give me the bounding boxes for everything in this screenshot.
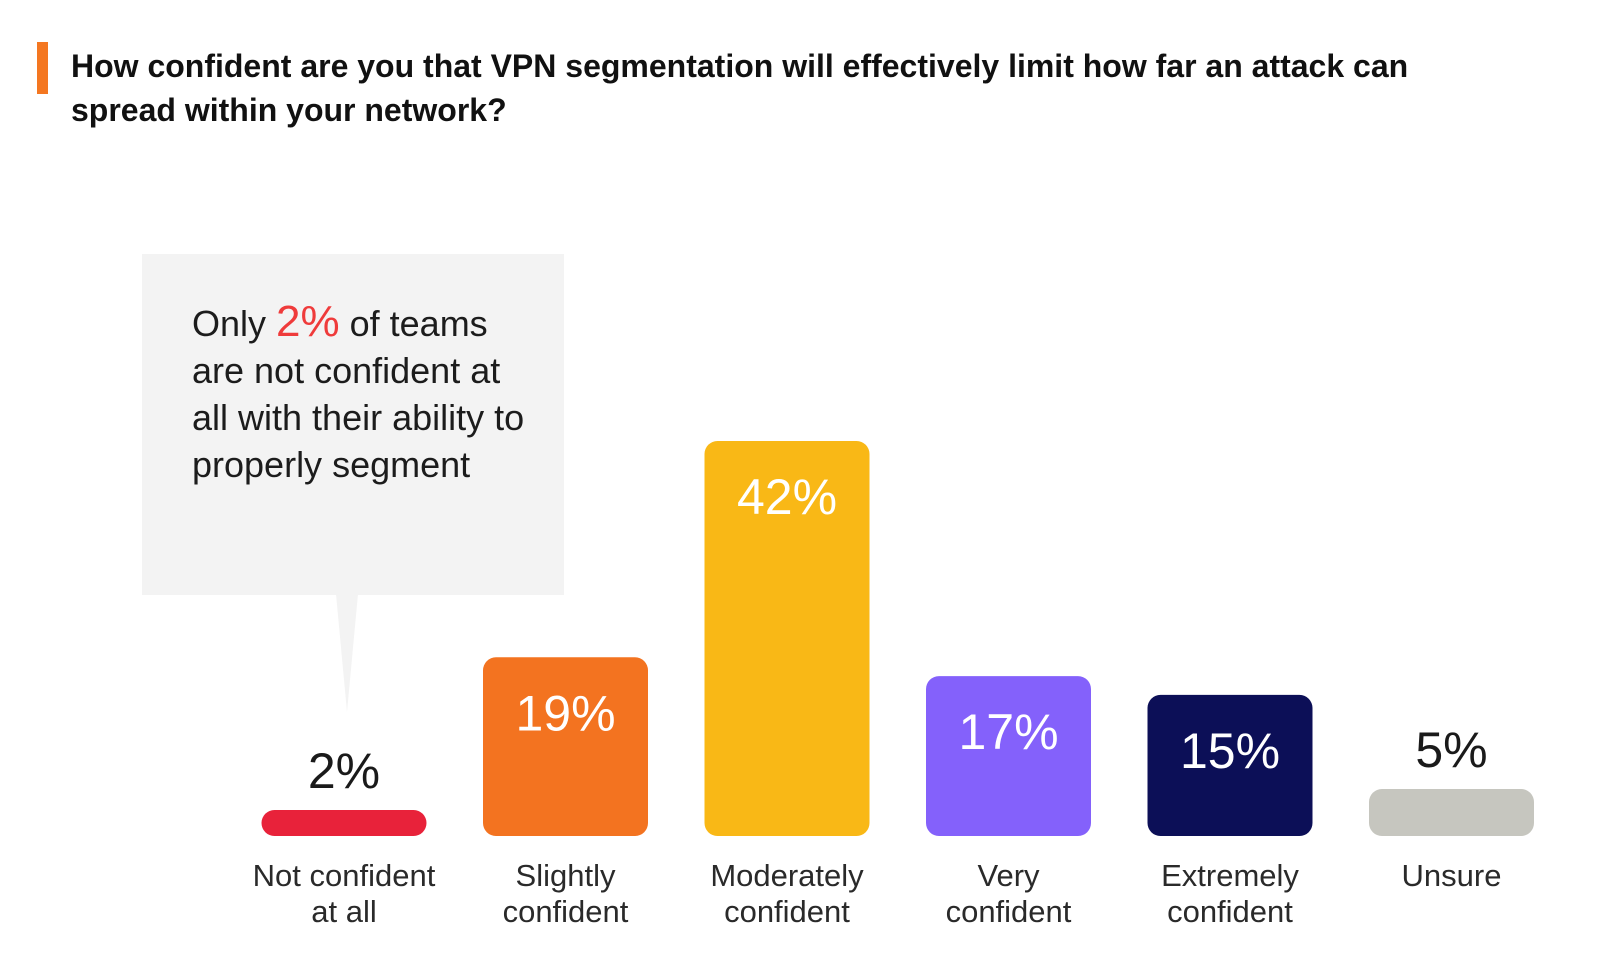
category-label-1-1: confident	[503, 894, 629, 929]
bar-0	[261, 810, 427, 836]
category-label-0-1: at all	[311, 894, 376, 929]
value-label-2: 42%	[737, 469, 837, 525]
category-label-1-0: Slightly	[516, 858, 616, 893]
value-label-0: 2%	[308, 743, 380, 799]
category-label-0-0: Not confident	[253, 858, 436, 893]
bar-1	[483, 657, 648, 836]
value-label-3: 17%	[958, 704, 1058, 760]
bar-4	[1147, 694, 1313, 836]
value-label-5: 5%	[1415, 722, 1487, 778]
category-label-2-0: Moderately	[710, 858, 864, 893]
callout-text-after: of teams are not confident at all with t…	[192, 303, 525, 485]
callout-pointer	[336, 594, 358, 712]
category-label-4-0: Extremely	[1161, 858, 1299, 893]
bar-5	[1369, 788, 1534, 836]
bar-3	[926, 676, 1091, 836]
value-label-1: 19%	[515, 685, 615, 741]
callout-text: Only 2% of teams are not confident at al…	[192, 298, 532, 488]
category-label-2-1: confident	[724, 894, 850, 929]
category-label-3-1: confident	[946, 894, 1072, 929]
callout-text-before: Only	[192, 303, 277, 344]
callout-highlight: 2%	[276, 297, 340, 346]
callout-box: Only 2% of teams are not confident at al…	[142, 254, 564, 595]
category-label-3-0: Very	[977, 858, 1040, 893]
value-label-4: 15%	[1180, 723, 1280, 779]
title-accent-bar	[37, 42, 48, 94]
category-label-4-1: confident	[1167, 894, 1293, 929]
chart-title: How confident are you that VPN segmentat…	[71, 48, 1409, 128]
bar-2	[704, 441, 870, 836]
category-label-5-0: Unsure	[1402, 858, 1502, 893]
